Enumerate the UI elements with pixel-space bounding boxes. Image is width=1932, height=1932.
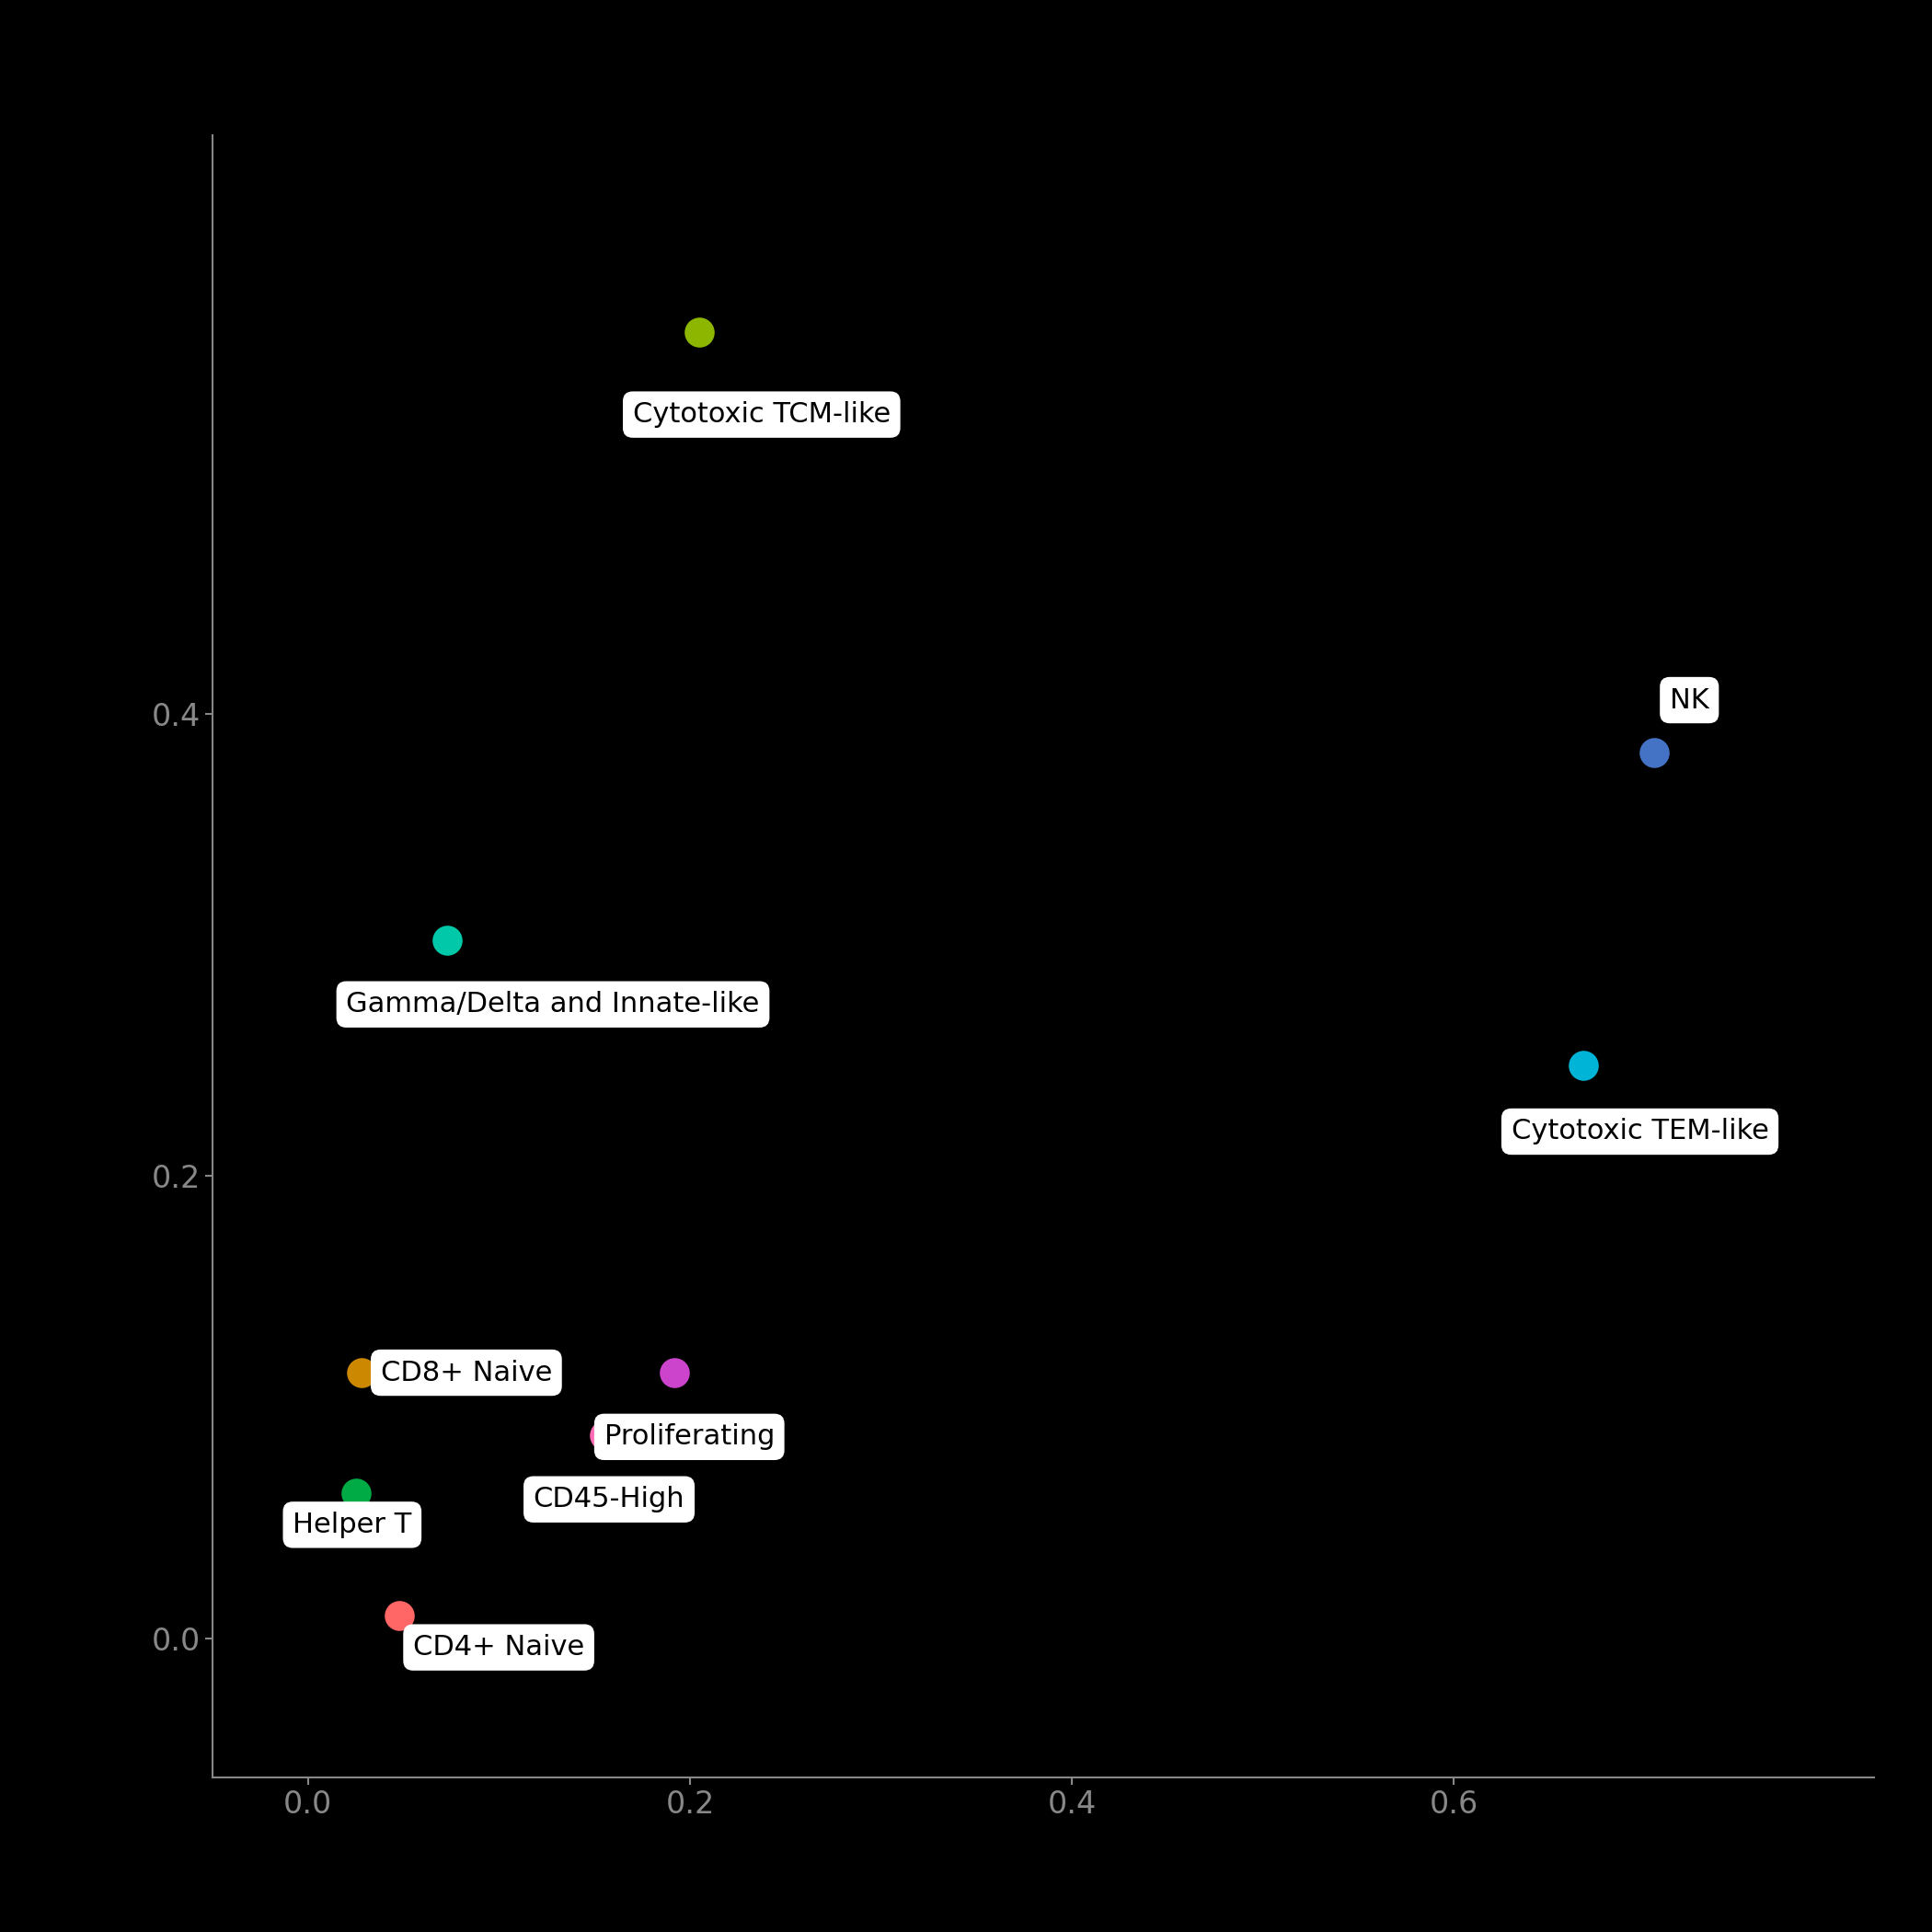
Point: [1569, 1049, 1600, 1080]
Point: [384, 1600, 415, 1631]
Text: CD45-High: CD45-High: [533, 1486, 684, 1513]
Text: Cytotoxic TCM-like: Cytotoxic TCM-like: [632, 402, 891, 427]
Point: [346, 1356, 377, 1387]
Text: CD4+ Naive: CD4+ Naive: [413, 1634, 583, 1662]
Point: [1638, 738, 1669, 769]
Text: Proliferating: Proliferating: [605, 1424, 775, 1451]
Text: CD8+ Naive: CD8+ Naive: [381, 1360, 553, 1385]
Point: [433, 925, 464, 956]
Text: NK: NK: [1669, 686, 1710, 713]
Text: Helper T: Helper T: [294, 1511, 412, 1538]
Text: Cytotoxic TEM-like: Cytotoxic TEM-like: [1511, 1119, 1768, 1146]
Point: [589, 1420, 620, 1451]
Point: [340, 1478, 371, 1509]
Point: [659, 1356, 690, 1387]
Point: [684, 317, 715, 348]
Text: Gamma/Delta and Innate-like: Gamma/Delta and Innate-like: [346, 991, 759, 1018]
